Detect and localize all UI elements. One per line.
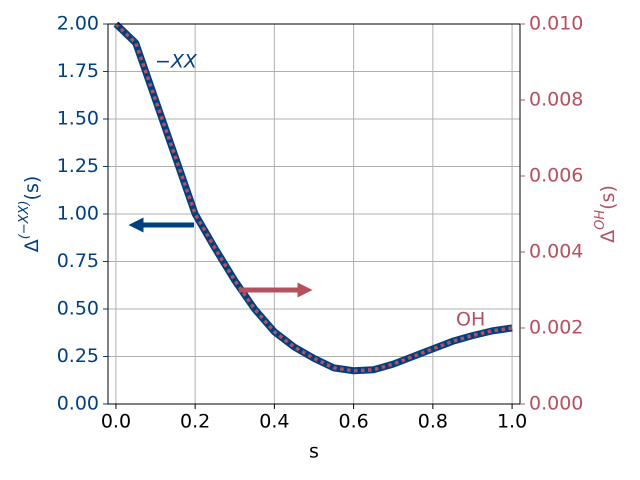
series-line bbox=[114, 22, 513, 373]
y2-tick-label: 0.004 bbox=[529, 241, 583, 263]
series-annotation: −XX bbox=[155, 51, 198, 73]
y2-label-base: Δ bbox=[597, 230, 619, 243]
y-label-tail: (s) bbox=[21, 176, 43, 201]
y-label-base: Δ bbox=[21, 239, 43, 252]
series-annotation: OH bbox=[456, 309, 485, 331]
y-label-sup: (−XX) bbox=[17, 200, 32, 239]
x-tick-label: 0.8 bbox=[418, 411, 448, 433]
y-tick-label: 1.50 bbox=[57, 108, 99, 130]
y-tick-label: 0.75 bbox=[57, 250, 99, 272]
series-line bbox=[113, 21, 513, 375]
y2-tick-label: 0.006 bbox=[529, 165, 583, 187]
x-tick-label: 0.4 bbox=[259, 411, 289, 433]
y2-label-sup: OH bbox=[593, 210, 608, 230]
y2-tick-label: 0.010 bbox=[529, 13, 583, 35]
y-tick-label: 1.00 bbox=[57, 203, 99, 225]
y-tick-label: 0.50 bbox=[57, 298, 99, 320]
y-tick-label: 1.75 bbox=[57, 60, 99, 82]
y-axis-label: Δ(−XX)(s) bbox=[17, 176, 43, 253]
y2-tick-label: 0.000 bbox=[529, 393, 583, 415]
y-tick-label: 0.25 bbox=[57, 345, 99, 367]
y-tick-label: 0.00 bbox=[57, 393, 99, 415]
x-axis-label: s bbox=[309, 441, 319, 463]
y2-label-tail: (s) bbox=[597, 185, 619, 210]
y-tick-label: 2.00 bbox=[57, 13, 99, 35]
y2-tick-label: 0.008 bbox=[529, 89, 583, 111]
y-tick-label: 1.25 bbox=[57, 155, 99, 177]
x-tick-label: 0.6 bbox=[339, 411, 369, 433]
y2-tick-label: 0.002 bbox=[529, 317, 583, 339]
x-tick-label: 0.2 bbox=[180, 411, 210, 433]
x-tick-label: 0.0 bbox=[101, 411, 131, 433]
y2-axis-label: ΔOH(s) bbox=[593, 185, 619, 243]
x-tick-label: 1.0 bbox=[497, 411, 527, 433]
